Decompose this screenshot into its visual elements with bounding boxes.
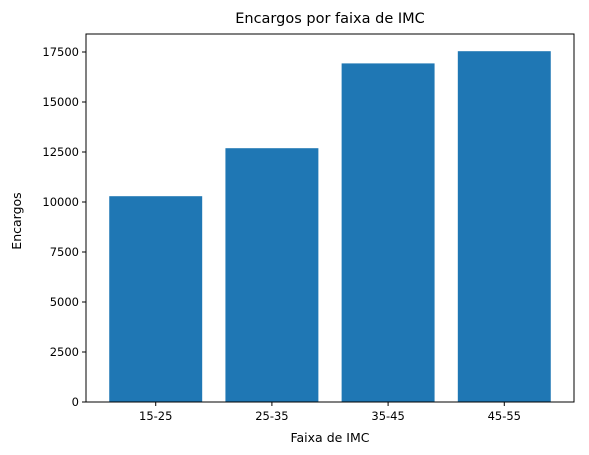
bar-35-45 [341, 63, 435, 403]
bar-45-55 [457, 51, 551, 402]
y-axis-ticks: 0 2500 5000 7500 10000 12500 15000 17500 [42, 45, 86, 409]
y-tick-label-2500: 2500 [50, 345, 79, 359]
y-tick-label-15000: 15000 [42, 95, 79, 109]
y-tick-label-5000: 5000 [50, 295, 79, 309]
y-tick-label-17500: 17500 [42, 45, 79, 59]
x-axis-ticks: 15-25 25-35 35-45 45-55 [139, 402, 521, 423]
x-axis-label: Faixa de IMC [290, 430, 369, 445]
y-tick-label-7500: 7500 [50, 245, 79, 259]
x-tick-label-25-35: 25-35 [255, 409, 288, 423]
y-axis-label: Encargos [9, 192, 24, 249]
y-tick-label-0: 0 [72, 395, 79, 409]
bars-group [109, 51, 551, 403]
bar-15-25 [109, 196, 203, 402]
x-tick-label-45-55: 45-55 [488, 409, 521, 423]
y-tick-label-10000: 10000 [42, 195, 79, 209]
chart-title: Encargos por faixa de IMC [235, 11, 425, 27]
bar-25-35 [225, 148, 319, 402]
x-tick-label-35-45: 35-45 [371, 409, 404, 423]
y-tick-label-12500: 12500 [42, 145, 79, 159]
plot-frame [85, 33, 575, 403]
x-tick-label-15-25: 15-25 [139, 409, 172, 423]
